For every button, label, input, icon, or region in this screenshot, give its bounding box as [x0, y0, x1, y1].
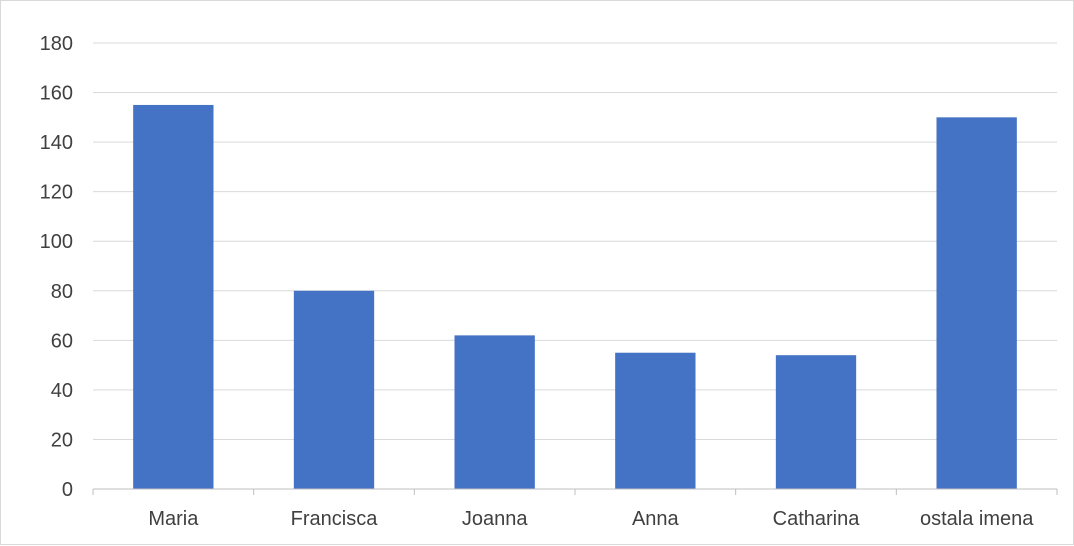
x-category-label: Catharina	[773, 508, 861, 530]
y-tick-label: 80	[51, 281, 73, 303]
bar	[936, 117, 1017, 489]
y-tick-label: 60	[51, 330, 73, 352]
bar	[775, 355, 857, 489]
gridlines	[93, 42, 1057, 440]
y-tick-labels: 0 20 40 60 80 100 120 140 160 180	[40, 33, 73, 501]
y-tick-label: 180	[40, 33, 73, 55]
x-category-label: Joanna	[462, 508, 528, 530]
y-tick-label: 100	[40, 231, 73, 253]
y-tick-label: 0	[62, 479, 73, 501]
x-category-label: Anna	[632, 508, 680, 530]
x-category-label: Francisca	[291, 508, 379, 530]
bar	[133, 104, 214, 489]
bar	[454, 335, 535, 489]
x-category-labels: Maria Francisca Joanna Anna Catharina ostala …	[148, 508, 1034, 530]
y-tick-label: 20	[51, 429, 73, 451]
y-tick-label: 120	[40, 182, 73, 204]
bar	[615, 352, 696, 489]
y-tick-label: 160	[40, 83, 73, 105]
y-tick-label: 40	[51, 380, 73, 402]
x-category-label: ostala imena	[920, 508, 1034, 530]
bar	[293, 290, 375, 489]
x-category-label: Maria	[148, 508, 199, 530]
y-tick-label: 140	[40, 132, 73, 154]
bars	[133, 104, 1017, 489]
axes	[92, 488, 1058, 495]
